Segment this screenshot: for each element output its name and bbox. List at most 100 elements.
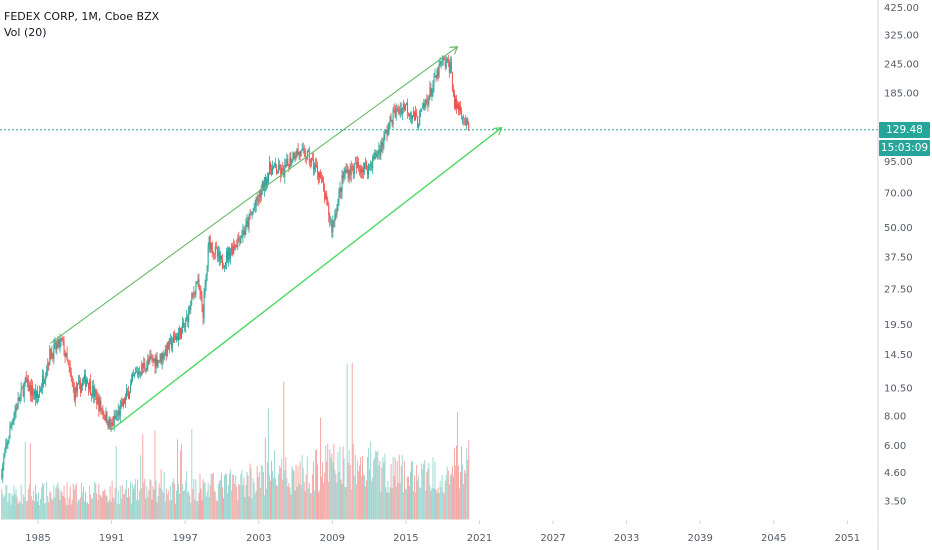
candle-body (335, 213, 337, 216)
price-axis[interactable]: 425.00 325.00 245.00 185.00 95.00 70.00 50.00 3… (884, 3, 919, 507)
trend-channel[interactable] (49, 46, 503, 431)
candle-body (309, 162, 311, 164)
candle-body (215, 246, 217, 249)
candle-body (239, 238, 241, 244)
candle-body (444, 59, 446, 67)
candle-body (9, 427, 11, 439)
volume-bar (4, 495, 6, 520)
candle-body (449, 61, 451, 73)
candle-body (407, 112, 409, 114)
trend-line-upper[interactable] (49, 46, 458, 344)
volume-bar (273, 477, 275, 520)
candle-body (149, 356, 151, 362)
volume-bar (154, 430, 156, 520)
candle-body (78, 380, 80, 382)
volume-bar (13, 484, 15, 520)
candle-body (362, 167, 364, 172)
volume-bar (442, 491, 444, 520)
candle-body (288, 164, 290, 170)
volume-bar (390, 464, 392, 520)
candle-body (108, 418, 110, 427)
candle-body (30, 385, 32, 395)
volume-bar (114, 487, 116, 520)
volume-bar (369, 469, 371, 520)
volume-bar (385, 487, 387, 520)
candle-body (121, 401, 123, 407)
volume-bar (158, 483, 160, 520)
candle-body (403, 104, 405, 110)
volume-indicator-label[interactable]: Vol (20) (4, 26, 47, 39)
candle-body (175, 336, 177, 340)
candle-body (184, 326, 186, 328)
candle-body (445, 61, 447, 67)
volume-bar (351, 363, 353, 520)
volume-bar (324, 472, 326, 520)
volume-bar (455, 445, 457, 520)
candle-body (170, 338, 172, 349)
candle-body (174, 336, 176, 340)
candle-body (326, 193, 328, 200)
candle-body (383, 134, 385, 145)
volume-bar (79, 497, 81, 520)
volume-bar (266, 462, 268, 520)
volume-bar (437, 487, 439, 520)
volume-bar (378, 465, 380, 520)
volume-bar (222, 498, 224, 520)
candle-body (221, 259, 223, 268)
candle-body (387, 129, 389, 135)
candle-body (265, 178, 267, 188)
volume-bar (89, 485, 91, 520)
candle-body (306, 151, 308, 159)
volume-bar (293, 471, 295, 520)
time-axis[interactable]: 1985 1991 1997 2003 2009 2015 2021 2027 2033 2039… (0, 519, 878, 544)
candle-body (146, 365, 148, 371)
volume-bar (429, 484, 431, 520)
volume-bar (109, 486, 111, 520)
volume-bar (372, 477, 374, 520)
candle-body (372, 156, 374, 169)
candle-body (153, 358, 155, 361)
candle-body (442, 57, 444, 61)
volume-bar (466, 448, 468, 520)
candle-body (136, 371, 138, 373)
volume-bar (135, 479, 137, 520)
volume-bar (314, 450, 316, 520)
candle-body (322, 177, 324, 182)
candle-body (256, 197, 258, 201)
candle-body (161, 353, 163, 363)
volume-bar (47, 495, 49, 520)
candle-body (267, 173, 269, 183)
volume-bar (462, 464, 464, 520)
candle-body (324, 189, 326, 199)
volume-bar (450, 473, 452, 520)
volume-bar (426, 472, 428, 520)
candle-body (371, 163, 373, 169)
candle-body (157, 360, 159, 366)
price-tick-label: 10.50 (884, 383, 913, 394)
volume-bar (380, 491, 382, 520)
volume-bar (343, 458, 345, 520)
volume-bar (325, 445, 327, 520)
candle-body (51, 352, 53, 359)
trend-line-lower[interactable] (111, 127, 502, 431)
candle-body (140, 374, 142, 376)
candle-body (435, 75, 437, 78)
volume-bar (395, 486, 397, 520)
candle-body (254, 206, 256, 209)
candle-body (352, 167, 354, 174)
volume-bar (264, 437, 266, 520)
symbol-title[interactable]: FEDEX CORP, 1M, Cboe BZX (4, 10, 160, 23)
volume-bar (406, 476, 408, 520)
candle-body (218, 251, 220, 260)
bar-countdown-badge: 15:03:09 (879, 139, 930, 156)
candle-body (52, 352, 54, 359)
candle-body (70, 372, 72, 378)
volume-bar (440, 487, 442, 520)
candle-body (283, 168, 285, 177)
interval-label[interactable]: 1M (81, 10, 98, 23)
volume-bar (96, 493, 98, 520)
volume-bar (10, 504, 12, 520)
volume-bar (377, 450, 379, 520)
candle-body (308, 150, 310, 163)
